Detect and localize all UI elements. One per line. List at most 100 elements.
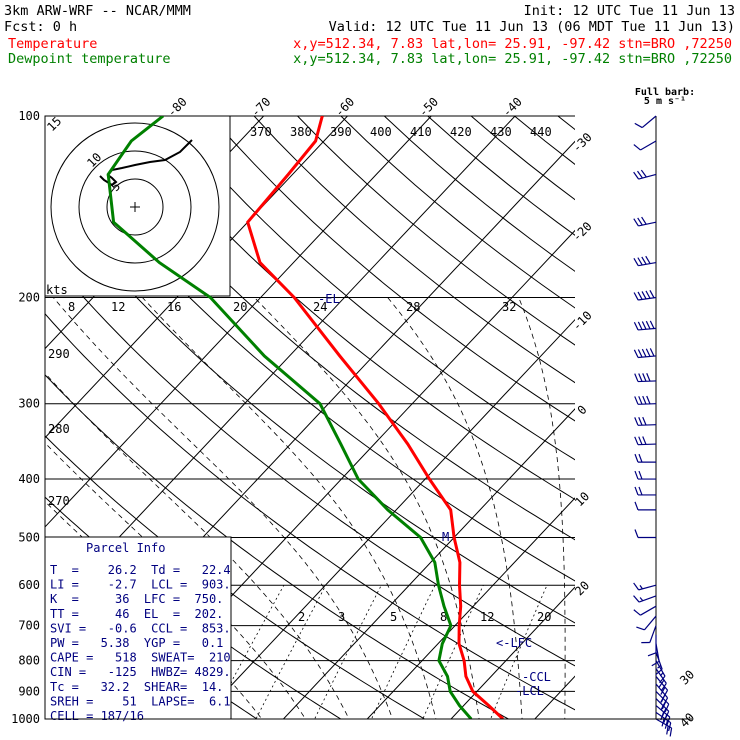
wind-barb bbox=[634, 373, 657, 383]
wind-barb bbox=[655, 718, 673, 737]
dry-adiabat bbox=[383, 116, 575, 272]
parcel-info-row: K = 36 LFC = 750. bbox=[50, 592, 223, 606]
parcel-info-row: CIN = -125 HWBZ= 4829. bbox=[50, 665, 231, 679]
mixing-ratio-label: 16 bbox=[167, 300, 181, 314]
mixing-ratio-label: 12 bbox=[111, 300, 125, 314]
wind-barb bbox=[655, 711, 672, 732]
pressure-tick-label: 800 bbox=[18, 654, 40, 668]
wind-barb bbox=[634, 501, 656, 511]
parcel-info-row: PW = 5.38 YGP = 0.1 bbox=[50, 636, 223, 650]
temperature-tick-label: 40 bbox=[677, 710, 697, 730]
parcel-info-row: LI = -2.7 LCL = 903. bbox=[50, 578, 231, 592]
temperature-location: x,y=512.34, 7.83 lat,lon= 25.91, -97.42 … bbox=[293, 36, 732, 52]
wind-barb bbox=[633, 320, 657, 331]
mixing-ratio-labels: 8 12 16 20 24 28 32 2 3 5 8 12 20 bbox=[68, 300, 551, 624]
pressure-tick-label: 700 bbox=[18, 619, 40, 633]
wind-barb bbox=[634, 470, 656, 480]
isotherm bbox=[619, 116, 740, 719]
temperature-tick-label: 20 bbox=[572, 578, 592, 598]
parcel-info-title: Parcel Info bbox=[86, 541, 165, 555]
parcel-info-row: CELL = 187/16 bbox=[50, 709, 144, 723]
ccl-marker: -CCL bbox=[522, 670, 551, 684]
wind-barb bbox=[641, 625, 657, 644]
dry-adiabat bbox=[557, 116, 575, 131]
mixing-ratio-label: 24 bbox=[313, 300, 327, 314]
pressure-tick-label: 300 bbox=[18, 397, 40, 411]
theta-labels: 370 380 390 400 410 420 430 440 290 280 270 bbox=[48, 125, 552, 508]
dry-adiabat bbox=[123, 116, 575, 501]
wind-key-line1: Full barb: bbox=[635, 87, 695, 98]
pressure-tick-label: 400 bbox=[18, 472, 40, 486]
mixing-ratio-line bbox=[314, 585, 382, 719]
wind-barb bbox=[633, 605, 657, 616]
init-time: Init: 12 UTC Tue 11 Jun 13 bbox=[524, 3, 735, 19]
theta-label: 440 bbox=[530, 125, 552, 139]
mixing-ratio-label: 32 bbox=[502, 300, 516, 314]
wind-barb bbox=[634, 453, 656, 463]
parcel-info-row: SREH = 51 LAPSE= 6.1 bbox=[50, 694, 231, 708]
mixing-ratio-label: 8 bbox=[68, 300, 75, 314]
theta-label: 430 bbox=[490, 125, 512, 139]
mixing-ratio-label: 12 bbox=[480, 610, 494, 624]
dry-adiabat bbox=[45, 251, 575, 667]
dry-adiabat bbox=[166, 116, 575, 461]
theta-label: 390 bbox=[330, 125, 352, 139]
mixing-ratio-label: 5 bbox=[390, 610, 397, 624]
m-marker: M bbox=[442, 530, 449, 544]
wind-barb bbox=[633, 595, 657, 603]
pressure-tick-label: 1000 bbox=[11, 712, 40, 726]
hodo-speed-unit: kts bbox=[46, 283, 68, 297]
mixing-ratio-label: 8 bbox=[440, 610, 447, 624]
level-markers: -EL M <-LFC -CCL -LCL bbox=[318, 292, 551, 698]
el-marker: -EL bbox=[318, 292, 340, 306]
temperature-tick-label: 10 bbox=[572, 489, 592, 509]
legend-temperature: Temperature bbox=[8, 36, 97, 52]
temperature-tick-label: 0 bbox=[575, 402, 590, 417]
dry-adiabat bbox=[80, 116, 575, 541]
parcel-info-row: CAPE = 518 SWEAT= 210 bbox=[50, 651, 231, 665]
mixing-ratio-label: 20 bbox=[233, 300, 247, 314]
moist-adiabat bbox=[607, 298, 626, 732]
legend-dewpoint: Dewpoint temperature bbox=[8, 51, 171, 67]
mixing-ratio-label: 28 bbox=[406, 300, 420, 314]
wind-barb bbox=[633, 348, 657, 359]
dry-adiabat bbox=[45, 313, 575, 711]
theta-label: 280 bbox=[48, 422, 70, 436]
pressure-axis-labels: 100 200 300 400 500 600 700 800 900 1000 bbox=[11, 109, 40, 726]
wind-barbs bbox=[633, 115, 673, 737]
valid-time: Valid: 12 UTC Tue 11 Jun 13 (06 MDT Tue … bbox=[329, 19, 735, 35]
moist-adiabat bbox=[387, 297, 523, 719]
theta-label: 400 bbox=[370, 125, 392, 139]
mixing-ratio-label: 3 bbox=[338, 610, 345, 624]
theta-label: 290 bbox=[48, 347, 70, 361]
mixing-ratio-line bbox=[371, 585, 436, 719]
moist-adiabat bbox=[142, 297, 437, 719]
theta-label: 380 bbox=[290, 125, 312, 139]
isotherm bbox=[283, 408, 575, 719]
isotherm bbox=[0, 116, 12, 719]
temperature-tick-label: -20 bbox=[570, 219, 595, 244]
forecast-hour: Fcst: 0 h bbox=[4, 19, 77, 35]
isotherm bbox=[534, 675, 575, 719]
isotherm bbox=[366, 497, 575, 719]
dry-adiabat bbox=[45, 374, 510, 719]
wind-barb bbox=[655, 690, 670, 713]
dry-adiabat bbox=[514, 116, 575, 166]
dry-adiabat bbox=[253, 116, 575, 384]
theta-label: 270 bbox=[48, 494, 70, 508]
wind-barb bbox=[634, 416, 657, 426]
wind-barb bbox=[633, 255, 657, 267]
wind-barb bbox=[634, 486, 656, 496]
temperature-tick-label: -10 bbox=[570, 308, 595, 333]
dry-adiabat bbox=[45, 126, 575, 582]
theta-label: 420 bbox=[450, 125, 472, 139]
dry-adiabat bbox=[45, 189, 575, 624]
pressure-tick-label: 500 bbox=[18, 530, 40, 544]
parcel-info-row: SVI = -0.6 CCL = 853. bbox=[50, 621, 231, 635]
isotherm bbox=[199, 318, 575, 719]
wind-barb bbox=[636, 615, 657, 631]
theta-label: 410 bbox=[410, 125, 432, 139]
moist-adiabat bbox=[518, 297, 566, 719]
